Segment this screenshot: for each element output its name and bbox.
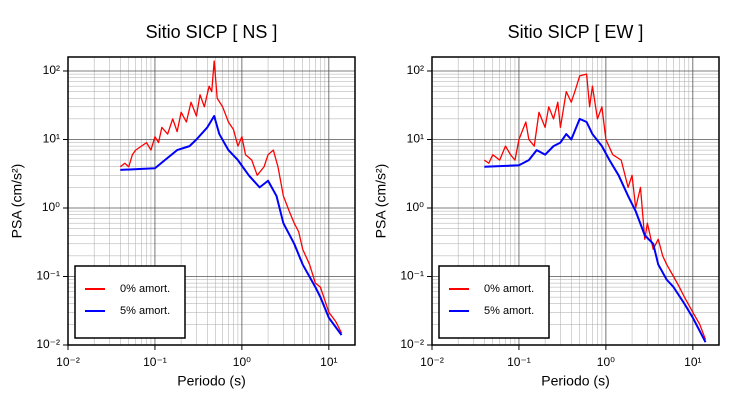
chart-title: Sitio SICP [ EW ] [508, 22, 644, 42]
y-tick-label: 10⁻¹ [36, 269, 60, 283]
y-tick-label: 10⁰ [42, 200, 60, 214]
data-line [119, 60, 343, 334]
y-tick-label: 10⁻² [400, 337, 424, 351]
x-tick-label: 10⁰ [233, 355, 251, 369]
legend-box [438, 265, 550, 339]
y-tick-label: 10¹ [407, 132, 424, 146]
plot-frame [431, 56, 720, 346]
x-tick-label: 10⁻² [420, 355, 444, 369]
data-line [484, 117, 707, 343]
x-tick-label: 10⁻¹ [143, 355, 167, 369]
legend-label: 5% amort. [120, 305, 170, 317]
data-line [120, 115, 343, 336]
y-tick-label: 10² [43, 63, 60, 77]
x-axis-label: Periodo (s) [541, 373, 609, 389]
plot-frame [67, 56, 356, 346]
y-tick-label: 10⁰ [406, 200, 424, 214]
legend-label: 0% amort. [484, 283, 534, 295]
x-axis-label: Periodo (s) [177, 373, 245, 389]
y-tick-label: 10⁻¹ [400, 269, 424, 283]
y-axis-label: PSA (cm/s²) [373, 164, 389, 239]
data-line [483, 73, 707, 340]
x-tick-label: 10⁻² [56, 355, 80, 369]
legend-label: 0% amort. [120, 283, 170, 295]
y-tick-label: 10² [407, 63, 424, 77]
legend-box [74, 265, 186, 339]
x-tick-label: 10⁰ [597, 355, 615, 369]
y-tick-label: 10⁻² [36, 337, 60, 351]
chart-title: Sitio SICP [ NS ] [146, 22, 278, 42]
y-axis-label: PSA (cm/s²) [9, 164, 25, 239]
x-tick-label: 10¹ [320, 355, 337, 369]
x-tick-label: 10⁻¹ [507, 355, 531, 369]
x-tick-label: 10¹ [684, 355, 701, 369]
y-tick-label: 10¹ [43, 132, 60, 146]
legend-label: 5% amort. [484, 305, 534, 317]
